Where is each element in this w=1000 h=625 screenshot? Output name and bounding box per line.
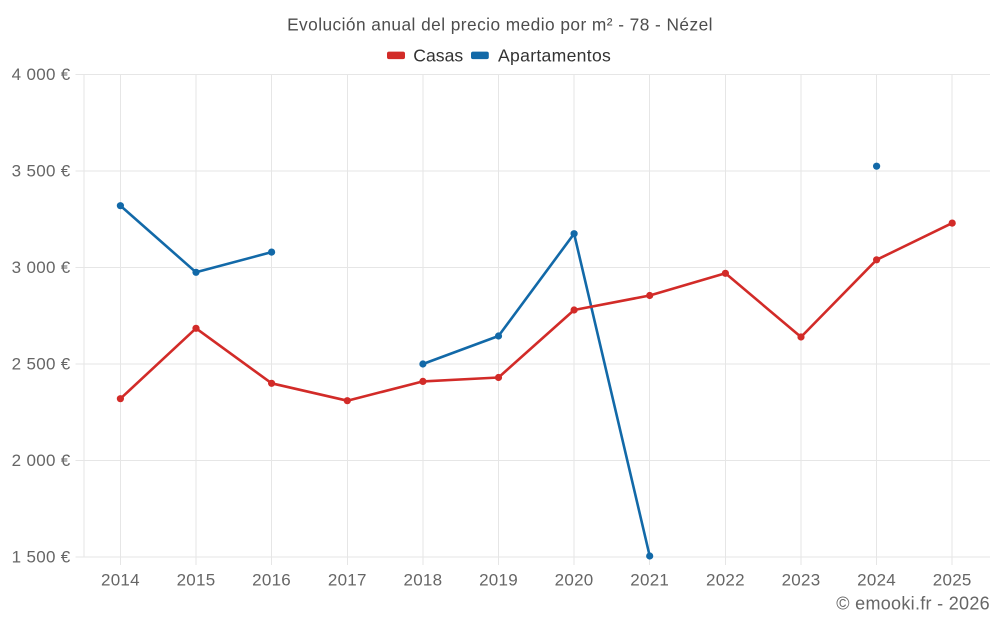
svg-text:2018: 2018 (403, 571, 442, 590)
svg-text:Casas: Casas (413, 45, 463, 65)
svg-text:4 000 €: 4 000 € (12, 65, 71, 84)
svg-text:2022: 2022 (706, 571, 745, 590)
svg-text:3 000 €: 3 000 € (12, 258, 71, 277)
svg-text:2025: 2025 (933, 571, 972, 590)
svg-text:2014: 2014 (101, 571, 140, 590)
svg-text:2016: 2016 (252, 571, 291, 590)
svg-text:Apartamentos: Apartamentos (498, 45, 611, 65)
svg-text:2021: 2021 (630, 571, 669, 590)
svg-text:3 500 €: 3 500 € (12, 161, 71, 180)
svg-text:2023: 2023 (782, 571, 821, 590)
svg-text:2017: 2017 (328, 571, 367, 590)
svg-text:2 500 €: 2 500 € (12, 354, 71, 373)
svg-text:2020: 2020 (555, 571, 594, 590)
svg-text:© emooki.fr - 2026: © emooki.fr - 2026 (836, 594, 990, 614)
svg-text:2015: 2015 (177, 571, 216, 590)
svg-text:1 500 €: 1 500 € (12, 547, 71, 566)
svg-text:Evolución anual del precio med: Evolución anual del precio medio por m² … (287, 15, 713, 35)
svg-text:2 000 €: 2 000 € (12, 451, 71, 470)
svg-text:2019: 2019 (479, 571, 518, 590)
svg-text:2024: 2024 (857, 571, 896, 590)
